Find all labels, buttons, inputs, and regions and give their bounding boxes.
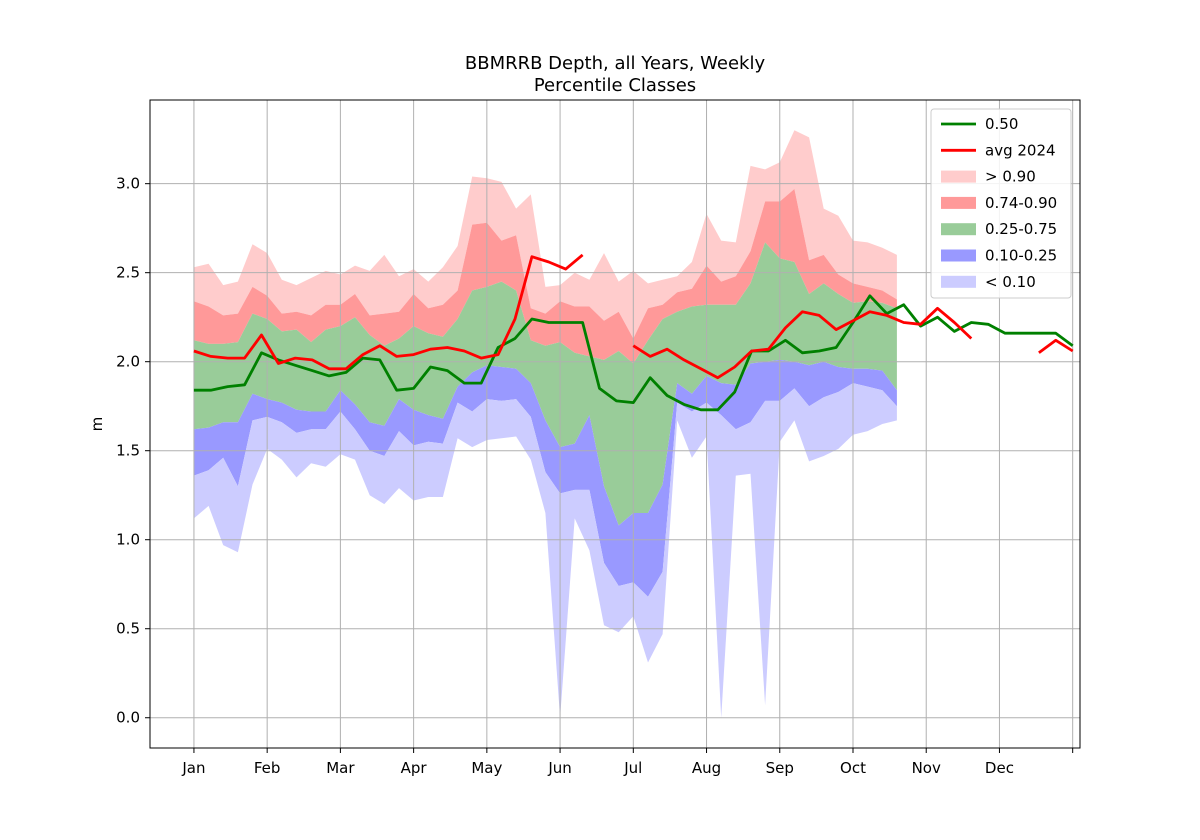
x-tick-label-11: Dec: [985, 759, 1014, 777]
legend-label-5: 0.10-0.25: [985, 247, 1057, 265]
band-4: [193, 383, 897, 718]
x-tick-label-3: Apr: [401, 759, 428, 777]
bands-layer: [193, 130, 897, 718]
legend-label-3: 0.74-0.90: [985, 194, 1057, 212]
legend-swatch-5: [941, 249, 976, 262]
legend-swatch-4: [941, 223, 976, 236]
x-tick-label-10: Nov: [912, 759, 941, 777]
plot-frame: [149, 99, 1081, 749]
legend-label-1: avg 2024: [985, 141, 1056, 159]
legend-swatch-6: [941, 275, 976, 288]
lines-layer: [193, 253, 1074, 412]
chart-title: BBMRRB Depth, all Years, Weekly: [465, 53, 766, 74]
chart-subtitle: Percentile Classes: [534, 75, 696, 96]
legend-swatch-2: [941, 170, 976, 183]
x-tick-label-5: Jun: [547, 759, 571, 777]
plot-area: [149, 99, 1081, 749]
legend-label-0: 0.50: [985, 115, 1018, 133]
y-tick-label-6: 3.0: [116, 175, 140, 193]
legend-label-2: > 0.90: [985, 168, 1036, 186]
y-tick-label-1: 0.5: [116, 620, 140, 638]
band-3: [193, 359, 897, 597]
series-line-1: [193, 253, 1074, 380]
x-tick-label-4: May: [471, 759, 502, 777]
x-tick-label-1: Feb: [254, 759, 281, 777]
x-axis: Jan Feb Mar Apr May Jun Jul Aug Sep Oct Nov Dec: [181, 748, 1074, 777]
y-tick-label-3: 1.5: [116, 442, 140, 460]
band-1: [193, 189, 897, 364]
x-tick-label-9: Oct: [840, 759, 866, 777]
band-0: [193, 130, 897, 339]
legend: 0.50 avg 2024 > 0.90 0.74-0.90 0.25-0.75 0.10…: [930, 108, 1072, 299]
x-tick-label-8: Sep: [766, 759, 794, 777]
legend-swatch-3: [941, 196, 976, 209]
y-tick-label-4: 2.0: [116, 353, 140, 371]
x-tick-label-7: Aug: [692, 759, 721, 777]
band-2: [193, 242, 897, 526]
y-tick-label-5: 2.5: [116, 264, 140, 282]
x-tick-label-2: Mar: [326, 759, 355, 777]
y-axis: 0.0 0.5 1.0 1.5 2.0 2.5 3.0: [116, 175, 150, 727]
x-tick-label-6: Jul: [623, 759, 642, 777]
series-line-0: [193, 294, 1074, 412]
legend-label-4: 0.25-0.75: [985, 220, 1057, 238]
y-tick-label-2: 1.0: [116, 531, 140, 549]
legend-label-6: < 0.10: [985, 273, 1036, 291]
x-tick-label-0: Jan: [181, 759, 205, 777]
y-axis-label: m: [88, 417, 106, 432]
y-tick-label-0: 0.0: [116, 709, 140, 727]
